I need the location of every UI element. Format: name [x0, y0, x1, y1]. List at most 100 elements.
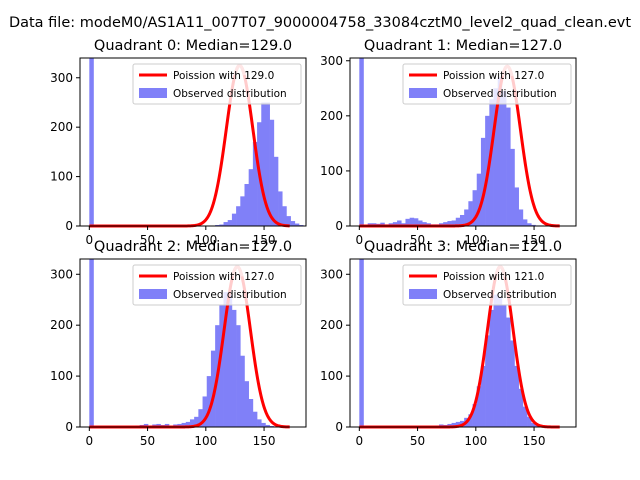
hist-bar — [518, 209, 524, 226]
hist-bar — [189, 419, 195, 427]
hist-bar — [290, 221, 296, 226]
x-tick-label: 150 — [253, 233, 276, 247]
hist-bar — [522, 219, 528, 226]
hist-bar — [210, 350, 216, 427]
subplot-title: Quadrant 1: Median=127.0 — [364, 38, 562, 54]
legend-observed-label: Observed distribution — [443, 289, 557, 301]
hist-bar — [485, 335, 490, 427]
y-tick-label: 300 — [320, 267, 343, 281]
hist-bar — [405, 218, 410, 226]
subplot-quadrant-2: Quadrant 2: Median=127.0 0 50 100 150 0 100 200… — [50, 239, 307, 448]
hist-bar — [240, 355, 245, 427]
legend-box — [132, 63, 302, 105]
hist-bar — [522, 406, 528, 427]
hist-bar — [286, 216, 291, 226]
hist-bar — [472, 404, 478, 427]
hist-bar — [531, 422, 536, 427]
y-tick-label: 100 — [50, 170, 73, 184]
hist-bar — [476, 386, 482, 427]
legend-fit-label: Poission with 127.0 — [443, 70, 544, 82]
hist-bar — [261, 102, 266, 226]
hist-bar — [156, 423, 161, 427]
hist-bar — [359, 259, 364, 427]
hist-bar — [527, 223, 532, 226]
legend-fit-label: Poission with 129.0 — [173, 70, 274, 82]
x-tick-label: 0 — [85, 434, 93, 448]
hist-bar — [468, 414, 473, 427]
hist-bar — [359, 58, 364, 226]
x-tick-label: 0 — [355, 434, 363, 448]
subplot-quadrant-3: Quadrant 3: Median=121.0 0 50 100 150 0 100 200… — [320, 239, 577, 448]
hist-bar — [501, 304, 507, 427]
x-tick-label: 0 — [85, 233, 93, 247]
hist-bar — [269, 119, 275, 226]
hist-bar — [489, 99, 494, 226]
hist-bar — [413, 218, 419, 226]
hist-bar — [282, 206, 287, 226]
x-tick-label: 150 — [523, 434, 546, 448]
y-tick-label: 200 — [320, 318, 343, 332]
y-tick-label: 300 — [50, 71, 73, 85]
y-tick-label: 200 — [320, 109, 343, 123]
hist-bar — [294, 223, 300, 226]
hist-bar — [198, 409, 203, 427]
histogram-bars — [359, 58, 545, 227]
hist-bar — [476, 173, 482, 226]
hist-bar — [422, 222, 427, 226]
hist-bar — [489, 309, 494, 427]
hist-bar — [455, 421, 461, 427]
hist-bar — [514, 365, 519, 427]
y-tick-label: 100 — [320, 164, 343, 178]
y-tick-label: 100 — [50, 369, 73, 383]
hist-bar — [514, 187, 519, 226]
hist-bar — [278, 191, 283, 226]
hist-bar — [223, 222, 229, 226]
hist-bar — [219, 304, 224, 427]
hist-bar — [459, 214, 465, 226]
hist-bar — [236, 206, 241, 226]
legend: Poission with 121.0 Observed distribution — [402, 264, 572, 306]
legend: Poission with 129.0 Observed distribution — [132, 63, 302, 105]
hist-bar — [510, 340, 515, 427]
hist-bar — [531, 224, 536, 226]
hist-bar — [527, 416, 532, 427]
axes-frame — [349, 258, 577, 428]
hist-bar — [261, 422, 266, 427]
hist-bar — [497, 77, 503, 226]
hist-bar — [223, 292, 229, 427]
hist-bar — [265, 424, 270, 427]
legend-observed-label: Observed distribution — [443, 88, 557, 100]
figure-suptitle: Data file: modeM0/AS1A11_007T07_90000047… — [9, 15, 631, 31]
x-tick-label: 150 — [253, 434, 276, 448]
legend: Poission with 127.0 Observed distribution — [402, 63, 572, 105]
x-tick-label: 100 — [194, 233, 217, 247]
hist-bar — [143, 423, 149, 427]
hist-bar — [468, 201, 473, 226]
hist-bar — [506, 107, 511, 226]
hist-bar — [244, 184, 249, 226]
hist-bar — [464, 209, 469, 226]
hist-bar — [244, 381, 249, 427]
y-tick-label: 300 — [50, 267, 73, 281]
hist-bar — [472, 190, 478, 226]
hist-bar — [257, 419, 262, 427]
axes-frame — [79, 258, 307, 428]
hist-bar — [447, 221, 452, 226]
legend-observed-label: Observed distribution — [173, 88, 287, 100]
hist-bar — [252, 411, 258, 427]
hist-bar — [227, 220, 233, 226]
y-tick-label: 0 — [335, 219, 343, 233]
hist-bar — [493, 88, 499, 227]
legend-fit-label: Poission with 127.0 — [173, 271, 274, 283]
hist-bar — [443, 222, 448, 226]
hist-bar — [231, 213, 237, 226]
y-tick-label: 200 — [50, 120, 73, 134]
x-tick-label: 50 — [410, 233, 425, 247]
subplot-quadrant-0: Quadrant 0: Median=129.0 0 50 100 150 0 100 200… — [50, 38, 307, 247]
hist-bar — [480, 365, 486, 427]
hist-bar — [248, 399, 254, 427]
hist-bar — [240, 196, 245, 226]
hist-bar — [501, 91, 507, 226]
histogram-bars — [359, 259, 545, 427]
